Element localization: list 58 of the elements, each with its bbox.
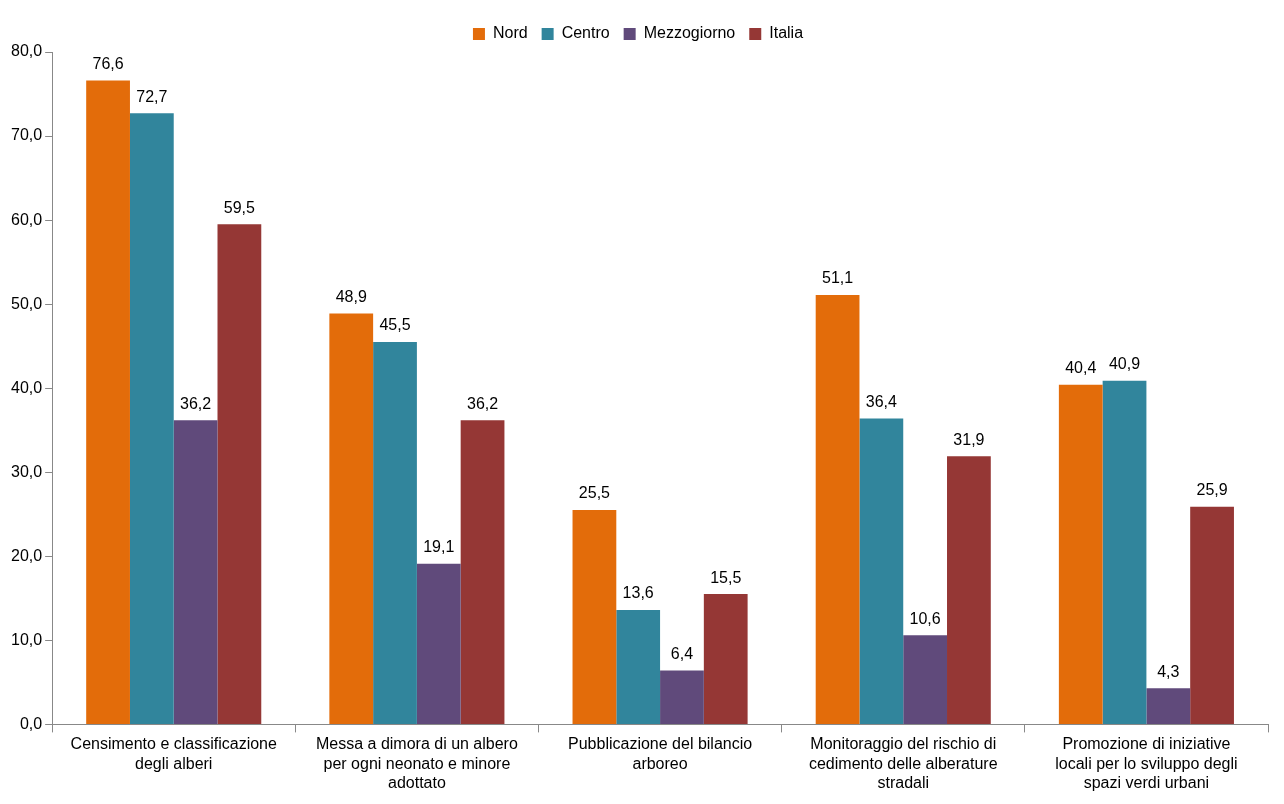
y-tick-label: 80,0: [11, 42, 43, 60]
y-tick-label: 10,0: [11, 630, 43, 648]
bar: [86, 80, 130, 724]
bar: [616, 610, 661, 724]
data-label: 4,3: [1157, 662, 1180, 680]
data-label: 51,1: [822, 269, 854, 287]
bar: [903, 635, 948, 724]
data-label: 6,4: [670, 645, 694, 663]
y-tick-label: 30,0: [11, 462, 43, 480]
bar: [416, 563, 461, 724]
bar: [815, 294, 860, 724]
bar: [1058, 384, 1103, 724]
bar: [947, 456, 991, 724]
data-label: 15,5: [710, 568, 742, 586]
data-label: 25,5: [578, 484, 611, 502]
data-label: 40,4: [1065, 359, 1097, 377]
y-tick-label: 20,0: [11, 546, 43, 564]
y-tick-label: 40,0: [11, 378, 43, 396]
data-label: 76,6: [92, 54, 124, 72]
y-tick-label: 70,0: [11, 126, 43, 144]
bar: [859, 418, 904, 724]
x-tick-label: Messa a dimora di un albero per ogni neonato e minore adottato: [315, 735, 518, 791]
legend-label: Italia: [769, 24, 804, 42]
data-label: 31,9: [953, 430, 985, 448]
legend-label: Nord: [492, 24, 528, 42]
legend-label: Mezzogiorno: [643, 24, 736, 42]
bar: [1102, 380, 1147, 724]
data-label: 40,9: [1108, 355, 1141, 373]
data-label: 36,2: [180, 394, 212, 412]
data-label: 13,6: [622, 584, 654, 602]
bar: [173, 420, 218, 724]
legend-label: Centro: [561, 24, 610, 42]
bar: [373, 341, 417, 724]
data-label: 36,2: [466, 394, 499, 412]
data-label: 19,1: [423, 538, 455, 556]
bar: [460, 420, 505, 724]
x-tick-label: Pubblicazione del bilancio arboreo: [568, 735, 753, 772]
bar: [329, 313, 374, 724]
bar: [572, 510, 617, 724]
x-tick-label: Promozione di iniziative locali per lo sviluppo degli spazi verdi urbani: [1055, 735, 1238, 791]
data-label: 36,4: [865, 392, 898, 410]
x-tick-label: Censimento e classificazione degli alberi: [70, 735, 277, 772]
data-label: 25,9: [1196, 481, 1228, 499]
data-label: 10,6: [909, 609, 941, 627]
bar: [660, 670, 704, 724]
bar: [1146, 688, 1191, 724]
data-label: 48,9: [335, 287, 367, 305]
bar: [703, 594, 748, 724]
bar: [1190, 506, 1234, 724]
data-label: 59,5: [223, 198, 256, 216]
bar: [217, 224, 262, 724]
x-tick-label: Monitoraggio del rischio di cedimento delle alberature stradali: [808, 735, 998, 791]
bar: [129, 113, 174, 724]
data-label: 45,5: [379, 316, 411, 334]
data-label: 72,7: [136, 87, 168, 105]
y-tick-label: 0,0: [19, 714, 43, 732]
y-tick-label: 50,0: [11, 294, 43, 312]
y-tick-label: 60,0: [11, 210, 43, 228]
